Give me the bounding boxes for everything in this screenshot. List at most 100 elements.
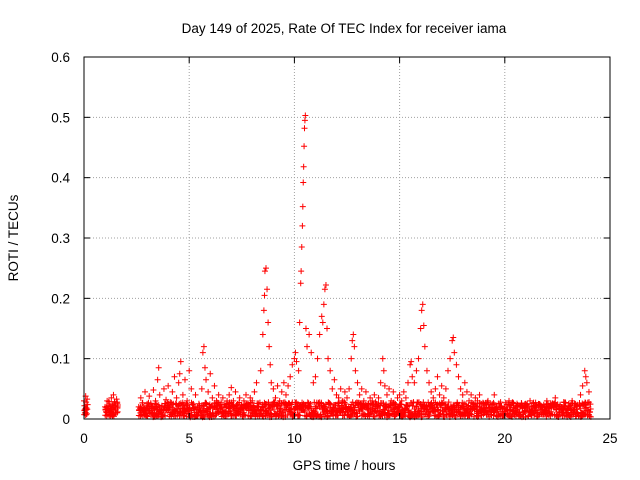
data-point — [103, 408, 110, 415]
y-tick-label: 0 — [62, 412, 70, 427]
data-point — [308, 349, 315, 356]
data-point — [430, 394, 437, 401]
data-point — [224, 397, 231, 404]
data-point — [169, 388, 176, 395]
y-axis-label: ROTI / TECUs — [6, 194, 21, 281]
data-point-band — [296, 412, 303, 419]
data-point — [292, 349, 299, 356]
data-point — [114, 403, 121, 410]
data-point-band — [430, 404, 437, 411]
data-point-band — [584, 399, 591, 406]
data-point — [139, 406, 146, 413]
data-point — [320, 301, 327, 308]
data-point-band — [338, 402, 345, 409]
data-point — [300, 163, 307, 170]
data-point — [327, 367, 334, 374]
data-point — [274, 382, 281, 389]
data-point — [333, 391, 340, 398]
data-point — [207, 370, 214, 377]
data-point-band — [183, 400, 190, 407]
data-points — [81, 112, 594, 421]
data-point — [272, 394, 279, 401]
data-point — [171, 373, 178, 380]
data-point — [280, 379, 287, 386]
x-tick-label: 15 — [392, 431, 407, 446]
data-point — [581, 367, 588, 374]
data-point — [259, 331, 266, 338]
data-point — [167, 399, 174, 406]
y-tick-label: 0.5 — [51, 110, 70, 125]
data-point — [402, 394, 409, 401]
y-tick-label: 0.3 — [51, 231, 70, 246]
data-point — [102, 403, 109, 410]
data-point — [264, 286, 271, 293]
data-point — [296, 319, 303, 326]
x-tick-label: 0 — [80, 431, 88, 446]
data-point — [219, 394, 226, 401]
data-point — [348, 355, 355, 362]
data-point — [156, 391, 163, 398]
data-point — [388, 397, 395, 404]
data-point — [375, 394, 382, 401]
data-point — [201, 364, 208, 371]
data-point — [346, 385, 353, 392]
data-point — [468, 391, 475, 398]
data-point — [392, 400, 399, 407]
data-point-band — [374, 403, 381, 410]
data-point — [175, 379, 182, 386]
data-point — [226, 391, 233, 398]
data-point — [514, 406, 521, 413]
data-point — [379, 355, 386, 362]
data-point — [380, 367, 387, 374]
data-point — [112, 406, 119, 413]
data-point-band — [270, 406, 277, 413]
data-point — [302, 325, 309, 332]
data-point — [198, 385, 205, 392]
data-point — [261, 268, 268, 275]
data-point — [444, 367, 451, 374]
data-point — [322, 282, 329, 289]
data-point — [426, 379, 433, 386]
data-point-band — [301, 408, 308, 415]
data-point — [583, 379, 590, 386]
data-point — [163, 396, 170, 403]
data-point-band — [426, 412, 433, 419]
data-point — [177, 358, 184, 365]
data-point — [104, 397, 111, 404]
data-point — [408, 358, 415, 365]
data-point — [154, 376, 161, 383]
data-point — [276, 397, 283, 404]
data-point — [268, 379, 275, 386]
x-tick-label: 10 — [287, 431, 302, 446]
data-point — [349, 337, 356, 344]
data-point — [470, 400, 477, 407]
data-point — [203, 376, 210, 383]
data-point — [234, 400, 241, 407]
data-point — [144, 400, 151, 407]
data-point — [266, 343, 273, 350]
data-point — [489, 400, 496, 407]
data-point — [318, 313, 325, 320]
data-point — [367, 394, 374, 401]
data-point — [354, 379, 361, 386]
data-point — [215, 391, 222, 398]
data-point — [564, 405, 571, 412]
data-point — [261, 292, 268, 299]
data-point — [181, 376, 188, 383]
data-point — [497, 399, 504, 406]
data-point — [365, 400, 372, 407]
y-axis-ticks: 0 0.1 0.2 0.3 0.4 0.5 0.6 — [51, 50, 610, 427]
data-point — [295, 367, 302, 374]
data-point — [245, 400, 252, 407]
data-point — [287, 373, 294, 380]
data-point — [304, 343, 311, 350]
data-point-band — [267, 407, 274, 414]
gridlines — [84, 57, 610, 419]
data-point — [107, 412, 114, 419]
data-point — [135, 403, 142, 410]
data-point — [270, 385, 277, 392]
data-point — [230, 397, 237, 404]
data-point-band — [425, 413, 432, 420]
data-point — [108, 394, 115, 401]
